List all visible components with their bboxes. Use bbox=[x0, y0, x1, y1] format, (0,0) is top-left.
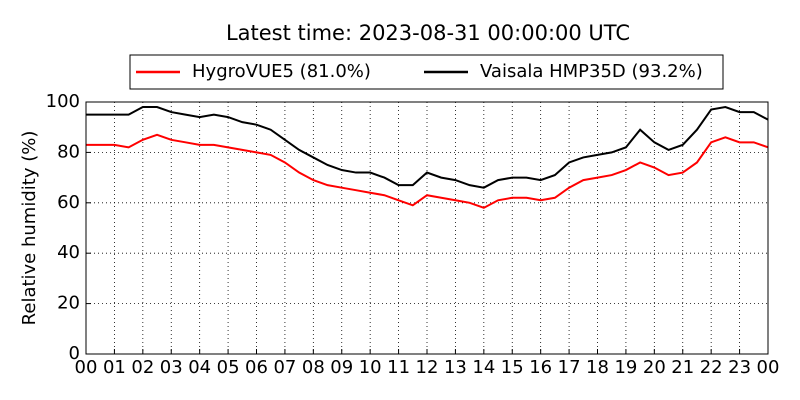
x-tick-label: 12 bbox=[416, 357, 439, 378]
x-tick-label: 13 bbox=[444, 357, 467, 378]
x-tick-label: 17 bbox=[558, 357, 581, 378]
x-tick-label: 00 bbox=[75, 357, 98, 378]
y-axis-label: Relative humidity (%) bbox=[19, 131, 40, 326]
plot-frame bbox=[85, 101, 769, 355]
x-tick-label: 18 bbox=[586, 357, 609, 378]
x-tick-label: 21 bbox=[671, 357, 694, 378]
data-line bbox=[86, 106, 769, 189]
x-tick-label: 02 bbox=[131, 357, 154, 378]
y-tick-label: 100 bbox=[46, 91, 80, 112]
x-tick-label: 22 bbox=[700, 357, 723, 378]
legend-label: Vaisala HMP35D (93.2%) bbox=[480, 61, 703, 82]
x-tick-label: 23 bbox=[728, 357, 751, 378]
y-tick-label: 60 bbox=[57, 192, 80, 213]
data-line bbox=[86, 133, 769, 209]
x-tick-label: 20 bbox=[643, 357, 666, 378]
y-tick-label: 20 bbox=[57, 293, 80, 314]
y-tick-label: 0 bbox=[69, 343, 80, 364]
x-tick-label: 08 bbox=[302, 357, 325, 378]
chart-title: Latest time: 2023-08-31 00:00:00 UTC bbox=[226, 21, 630, 45]
y-tick-label: 40 bbox=[57, 242, 80, 263]
x-tick-label: 10 bbox=[359, 357, 382, 378]
x-tick-label: 03 bbox=[160, 357, 183, 378]
x-tick-label: 07 bbox=[273, 357, 296, 378]
legend-label: HygroVUE5 (81.0%) bbox=[192, 61, 371, 82]
x-tick-label: 09 bbox=[330, 357, 353, 378]
x-tick-label: 04 bbox=[188, 357, 211, 378]
x-tick-label: 06 bbox=[245, 357, 268, 378]
x-tick-label: 19 bbox=[614, 357, 637, 378]
x-tick-label: 00 bbox=[757, 357, 780, 378]
x-tick-label: 14 bbox=[472, 357, 495, 378]
x-tick-label: 05 bbox=[217, 357, 240, 378]
x-tick-label: 11 bbox=[387, 357, 410, 378]
x-tick-label: 01 bbox=[103, 357, 126, 378]
y-tick-label: 80 bbox=[57, 141, 80, 162]
x-tick-label: 15 bbox=[501, 357, 524, 378]
x-tick-label: 16 bbox=[529, 357, 552, 378]
